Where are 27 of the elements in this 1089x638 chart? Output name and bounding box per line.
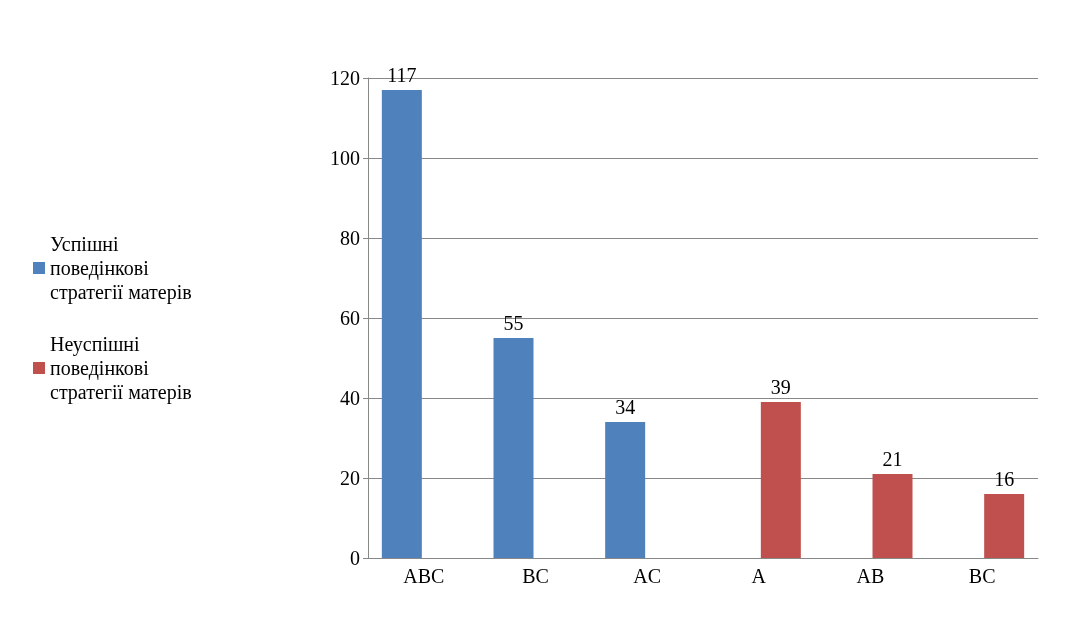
x-tick-label: ABC	[403, 565, 445, 587]
y-tick-label: 120	[330, 67, 360, 89]
y-tick-label: 80	[340, 227, 360, 249]
x-tick-label: AB	[856, 565, 885, 587]
data-label: 34	[615, 396, 636, 418]
y-tick-label: 40	[340, 387, 360, 409]
bar	[605, 422, 646, 558]
bar	[760, 402, 801, 558]
x-tick-label: A	[751, 565, 767, 587]
bar	[381, 90, 422, 558]
y-tick-label: 100	[330, 147, 360, 169]
y-tick-label: 0	[350, 547, 360, 569]
data-label: 39	[770, 376, 791, 398]
bar	[872, 474, 913, 558]
bar	[984, 494, 1025, 558]
data-label: 21	[882, 448, 903, 470]
legend-label: Успішні поведінкові стратегії матерів	[50, 233, 192, 304]
data-label: 16	[994, 468, 1015, 490]
data-label: 117	[387, 64, 417, 86]
x-tick-label: AC	[633, 565, 662, 587]
data-label: 55	[503, 312, 524, 334]
y-tick-label: 60	[340, 307, 360, 329]
x-tick-label: BC	[522, 565, 549, 587]
y-tick-label: 20	[340, 467, 360, 489]
bar	[493, 338, 534, 558]
x-tick-label: BC	[968, 565, 996, 587]
legend-label: Неуспішні поведінкові стратегії матерів	[50, 333, 192, 404]
